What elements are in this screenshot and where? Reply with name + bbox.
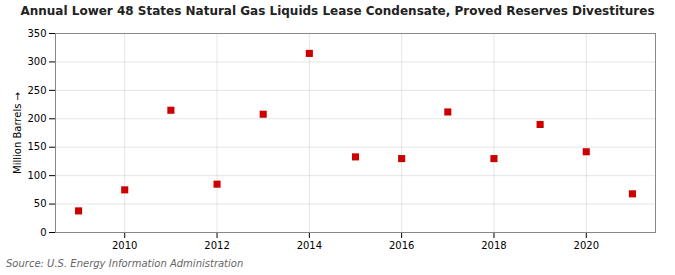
svg-text:2018: 2018 — [481, 240, 506, 251]
svg-text:150: 150 — [27, 141, 46, 152]
svg-text:2016: 2016 — [389, 240, 414, 251]
svg-text:Million Barrels →: Million Barrels → — [12, 92, 23, 174]
svg-text:2010: 2010 — [112, 240, 137, 251]
svg-text:100: 100 — [27, 170, 46, 181]
svg-text:2014: 2014 — [297, 240, 322, 251]
html-text:Annual Lower 48 States Natural: Annual Lower 48 States Natural Gas Liqui… — [20, 4, 655, 18]
svg-text:0: 0 — [40, 227, 46, 238]
svg-text:300: 300 — [27, 56, 46, 67]
svg-text:50: 50 — [34, 198, 47, 209]
svg-text:2020: 2020 — [574, 240, 599, 251]
html-text:Source: U.S. Energy Informatio: Source: U.S. Energy Information Administ… — [6, 258, 244, 269]
svg-text:250: 250 — [27, 85, 46, 96]
svg-text:350: 350 — [27, 28, 46, 39]
svg-text:200: 200 — [27, 113, 46, 124]
svg-text:2012: 2012 — [204, 240, 229, 251]
